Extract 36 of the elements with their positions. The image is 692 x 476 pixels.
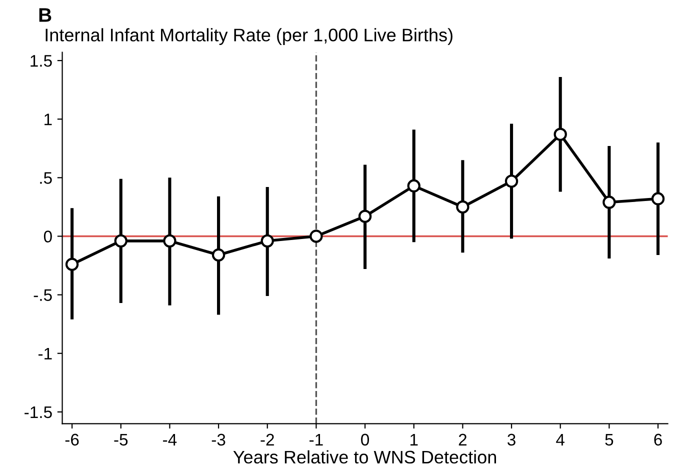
- point: [407, 179, 420, 192]
- point: [554, 128, 567, 141]
- point: [358, 210, 372, 223]
- y-tick-label: .5: [40, 172, 52, 184]
- y-tick-label: -.5: [34, 289, 52, 302]
- x-tick-label: -2: [260, 434, 274, 446]
- x-tick-label: 3: [508, 434, 516, 446]
- point: [456, 200, 470, 214]
- point: [651, 192, 665, 206]
- point: [260, 234, 274, 248]
- y-tick-label: 1: [44, 114, 52, 126]
- point: [504, 174, 518, 188]
- x-tick-label: 0: [361, 434, 370, 446]
- y-tick-label: -1.5: [24, 406, 52, 418]
- x-tick-label: 6: [654, 434, 662, 446]
- text: B: [39, 8, 52, 22]
- x-tick-label: 4: [556, 434, 564, 446]
- x-tick-label: -1: [310, 434, 323, 446]
- point: [65, 258, 79, 271]
- x-tick-label: -3: [212, 434, 226, 446]
- point: [114, 234, 128, 248]
- x-tick-label: -6: [65, 434, 79, 446]
- point: [163, 234, 176, 248]
- y-tick-label: 0: [44, 230, 52, 242]
- x-tick-label: 5: [605, 434, 614, 446]
- point: [602, 196, 616, 209]
- y-tick-label: -1: [38, 348, 52, 360]
- point: [310, 230, 323, 243]
- x-tick-label: -4: [163, 434, 177, 446]
- x-tick-label: 1: [410, 434, 418, 446]
- y-tick-label: 1.5: [30, 55, 52, 67]
- x-tick-label: -5: [114, 434, 128, 446]
- chart-title: Internal Infant Mortality Rate (per 1,000 Live Births): [46, 28, 452, 45]
- x-axis-title: Years Relative to WNS Detection: [233, 450, 496, 464]
- point: [212, 248, 226, 262]
- x-tick-label: 2: [458, 434, 466, 446]
